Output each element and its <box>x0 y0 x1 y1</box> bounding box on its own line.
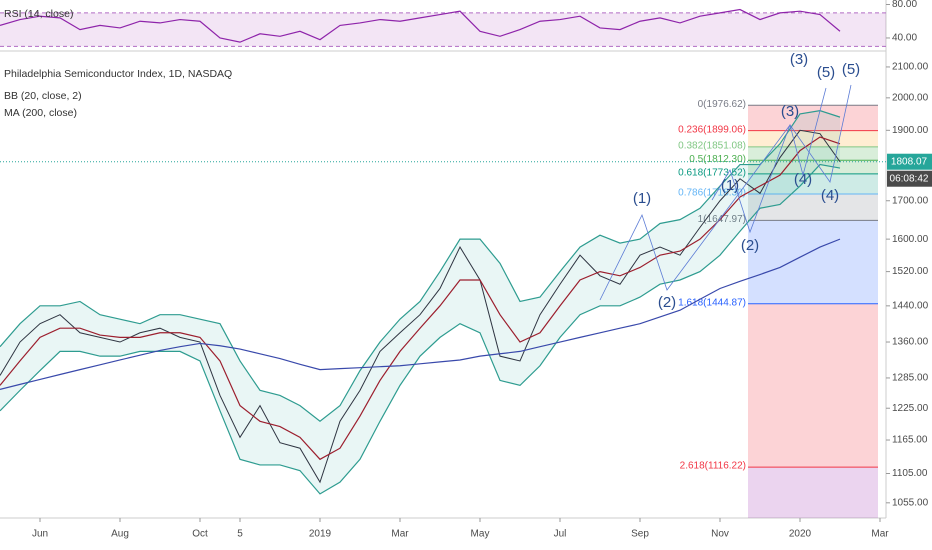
fib-label: 0.236(1899.06) <box>678 124 746 135</box>
last-price-box <box>887 153 932 170</box>
fib-label: 0.786(1718.30) <box>678 188 746 199</box>
countdown-box <box>887 170 932 187</box>
fib-band <box>748 220 878 304</box>
fib-band <box>748 173 878 194</box>
wave-line <box>599 87 827 301</box>
y-tick-label: 1360.00 <box>892 337 929 348</box>
x-tick-label: Nov <box>711 529 729 540</box>
y-tick-label: 1225.00 <box>892 403 929 414</box>
x-tick-label: Jul <box>554 529 567 540</box>
y-tick-label: 1520.00 <box>892 266 929 277</box>
fib-label: 0.618(1773.52) <box>678 168 746 179</box>
fib-label: 2.618(1116.22) <box>680 461 746 472</box>
x-tick-label: Mar <box>871 529 889 540</box>
bb-lower <box>0 163 841 495</box>
y-tick-label: 1055.00 <box>892 497 929 508</box>
wave-label: (5) <box>842 61 860 78</box>
x-tick-label: May <box>471 529 490 540</box>
last-price-label: 1808.07 <box>891 156 928 167</box>
wave-label: (2) <box>658 294 676 311</box>
y-tick-label: 1105.00 <box>892 468 928 479</box>
x-tick-label: 2020 <box>789 529 812 540</box>
x-tick-label: 5 <box>237 529 243 540</box>
ma-line <box>0 238 841 390</box>
price-line <box>0 129 841 484</box>
fib-label: 0.5(1812.30) <box>689 154 746 165</box>
x-tick-label: Aug <box>111 529 129 540</box>
x-tick-label: Jun <box>32 529 48 540</box>
y-tick-label: 1165.00 <box>892 435 928 446</box>
fib-label: 0.382(1851.08) <box>678 140 746 151</box>
fib-band <box>748 303 878 468</box>
y-tick-label: 2000.00 <box>892 92 929 103</box>
y-tick-label: 1285.00 <box>892 373 929 384</box>
wave-line <box>711 84 852 234</box>
chart-title: Philadelphia Semiconductor Index, 1D, NA… <box>4 68 232 80</box>
x-tick-label: Oct <box>192 529 208 540</box>
wave-label: (3) <box>790 51 808 68</box>
fib-band <box>748 467 878 518</box>
wave-label: (4) <box>821 187 839 204</box>
rsi-tick-label: 80.00 <box>892 0 917 10</box>
bb-basis <box>0 136 841 461</box>
y-tick-label: 2100.00 <box>892 62 929 73</box>
y-tick-label: 1900.00 <box>892 125 929 136</box>
bb-upper <box>0 110 841 423</box>
x-tick-label: Sep <box>631 529 649 540</box>
x-tick-label: 2019 <box>309 529 332 540</box>
countdown-label: 06:08:42 <box>890 173 929 184</box>
y-tick-label: 1700.00 <box>892 195 929 206</box>
indicator-label: MA (200, close) <box>4 107 77 119</box>
indicator-label: BB (20, close, 2) <box>4 90 82 102</box>
y-tick-label: 1600.00 <box>892 234 929 245</box>
fib-label: 1(1647.97) <box>698 214 746 225</box>
wave-label: (1) <box>633 190 651 207</box>
rsi-line <box>0 8 841 43</box>
rsi-band <box>0 12 886 47</box>
fib-label: 0(1976.62) <box>698 99 746 110</box>
x-tick-label: Mar <box>391 529 409 540</box>
rsi-tick-label: 40.00 <box>892 33 917 44</box>
fib-band <box>748 160 878 174</box>
fib-band <box>748 193 878 221</box>
fib-label: 1.618(1444.87) <box>678 297 746 308</box>
wave-label: (4) <box>794 171 812 188</box>
wave-label: (3) <box>781 103 799 120</box>
rsi-label: RSI (14, close) <box>4 8 73 20</box>
wave-label: (2) <box>741 237 759 254</box>
y-tick-label: 1440.00 <box>892 300 929 311</box>
fib-band <box>748 105 878 131</box>
wave-label: (5) <box>817 64 835 81</box>
wave-label: (1) <box>721 177 739 194</box>
